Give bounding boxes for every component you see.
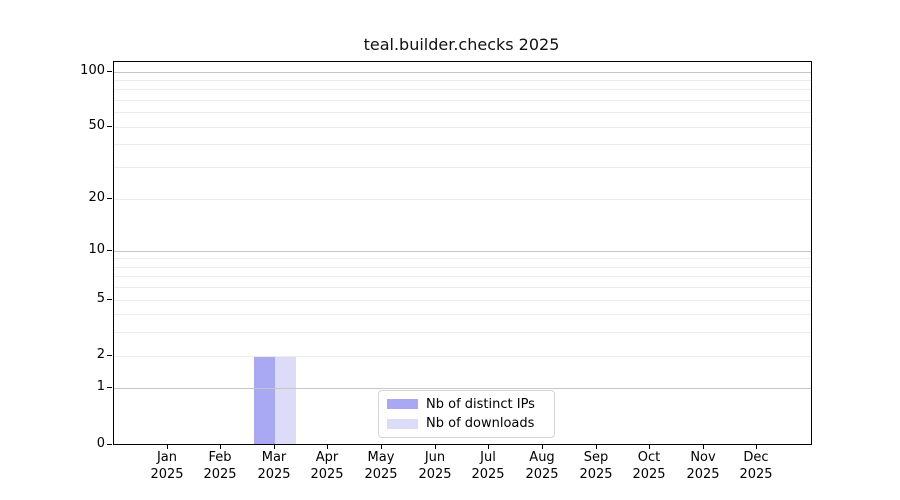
legend-label-downloads: Nb of downloads [426, 416, 535, 432]
gridline-minor [114, 258, 811, 259]
y-tick-mark [107, 198, 112, 199]
x-tick-mark [381, 444, 382, 449]
plot-area [113, 61, 812, 445]
x-tick-mark [756, 444, 757, 449]
y-tick-label: 10 [88, 242, 105, 257]
x-tick-label: Nov 2025 [686, 450, 720, 482]
gridline-minor [114, 89, 811, 90]
y-tick-label: 20 [88, 190, 105, 205]
y-tick-label: 0 [96, 436, 105, 451]
y-tick-mark [107, 126, 112, 127]
x-tick-label: May 2025 [364, 450, 398, 482]
y-tick-mark [107, 299, 112, 300]
gridline-minor [114, 356, 811, 357]
legend-swatch-distinct-ips [387, 399, 418, 410]
gridline-minor [114, 144, 811, 145]
gridline-minor [114, 100, 811, 101]
bars-layer [114, 62, 811, 444]
bar-nb-of-distinct-ips [253, 355, 275, 444]
y-tick-label: 50 [88, 118, 105, 133]
gridline-minor [114, 267, 811, 268]
gridline-minor [114, 276, 811, 277]
y-tick-mark [107, 250, 112, 251]
legend-item-distinct-ips: Nb of distinct IPs [387, 395, 546, 414]
y-tick-label: 1 [96, 379, 105, 394]
y-tick-mark [107, 355, 112, 356]
gridline-minor [114, 127, 811, 128]
x-tick-label: Jun 2025 [418, 450, 452, 482]
x-tick-mark [542, 444, 543, 449]
y-tick-mark [107, 387, 112, 388]
gridline-minor [114, 112, 811, 113]
y-tick-mark [107, 71, 112, 72]
gridline-major [114, 72, 811, 73]
x-tick-mark [703, 444, 704, 449]
gridline-major [114, 251, 811, 252]
chart-title: teal.builder.checks 2025 [363, 35, 560, 54]
gridline-major [114, 388, 811, 389]
y-tick-mark [107, 444, 112, 445]
x-tick-label: Oct 2025 [632, 450, 666, 482]
gridline-minor [114, 167, 811, 168]
x-tick-label: Sep 2025 [579, 450, 613, 482]
x-tick-label: Dec 2025 [739, 450, 773, 482]
x-tick-mark [274, 444, 275, 449]
gridline-minor [114, 314, 811, 315]
x-tick-mark [596, 444, 597, 449]
x-tick-label: Mar 2025 [257, 450, 291, 482]
x-tick-label: Aug 2025 [525, 450, 559, 482]
legend: Nb of distinct IPs Nb of downloads [378, 390, 555, 438]
legend-item-downloads: Nb of downloads [387, 415, 546, 434]
gridlines-layer [114, 62, 811, 444]
legend-label-distinct-ips: Nb of distinct IPs [426, 396, 535, 412]
x-tick-mark [649, 444, 650, 449]
x-tick-mark [488, 444, 489, 449]
x-tick-label: Feb 2025 [203, 450, 237, 482]
gridline-minor [114, 199, 811, 200]
legend-swatch-downloads [387, 418, 418, 429]
x-tick-mark [327, 444, 328, 449]
gridline-minor [114, 300, 811, 301]
gridline-minor [114, 332, 811, 333]
x-tick-mark [220, 444, 221, 449]
bar-nb-of-downloads [274, 355, 296, 444]
x-tick-mark [167, 444, 168, 449]
x-tick-label: Jul 2025 [471, 450, 505, 482]
y-tick-label: 2 [96, 347, 105, 362]
x-tick-mark [435, 444, 436, 449]
y-tick-label: 5 [96, 291, 105, 306]
gridline-minor [114, 80, 811, 81]
x-tick-label: Jan 2025 [150, 450, 184, 482]
x-tick-label: Apr 2025 [310, 450, 344, 482]
gridline-minor [114, 287, 811, 288]
y-tick-label: 100 [80, 63, 105, 78]
